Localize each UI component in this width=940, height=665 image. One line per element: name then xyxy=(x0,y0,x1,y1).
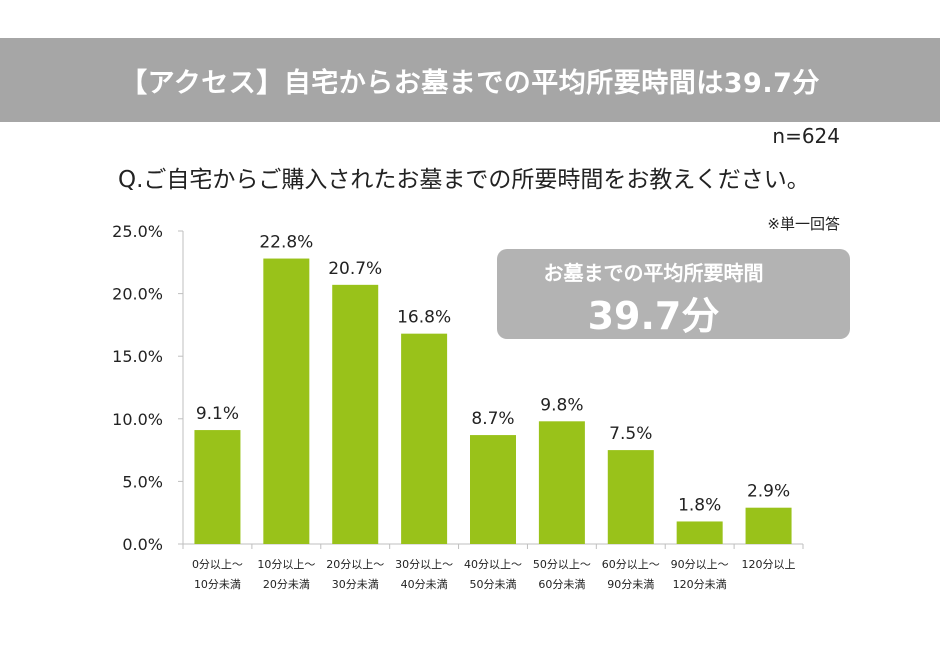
data-label: 20.7% xyxy=(328,259,382,279)
data-label: 7.5% xyxy=(609,424,652,444)
data-label: 22.8% xyxy=(259,233,313,253)
x-category-label: 20分未満 xyxy=(263,578,310,591)
x-category-label: 120分未満 xyxy=(673,578,727,591)
y-tick-label: 15.0% xyxy=(112,347,163,366)
y-tick-label: 5.0% xyxy=(122,472,163,491)
x-category-label: 90分以上～ xyxy=(671,558,729,571)
x-category-label: 120分以上 xyxy=(742,558,796,571)
x-category-label: 60分未満 xyxy=(538,578,585,591)
y-tick-label: 0.0% xyxy=(122,535,163,554)
bar xyxy=(194,430,241,544)
x-category-label: 50分未満 xyxy=(470,578,517,591)
page-title-banner: 【アクセス】自宅からお墓までの平均所要時間は39.7分 xyxy=(0,38,940,122)
y-tick-label: 25.0% xyxy=(112,222,163,241)
bar xyxy=(745,507,792,544)
x-category-label: 90分未満 xyxy=(607,578,654,591)
callout-value: 39.7分 xyxy=(587,294,720,338)
x-category-label: 60分以上～ xyxy=(602,558,660,571)
bar xyxy=(607,450,654,544)
callout-label: お墓までの平均所要時間 xyxy=(543,261,764,285)
x-category-label: 10分以上～ xyxy=(257,558,315,571)
x-category-label: 10分未満 xyxy=(194,578,241,591)
data-label: 9.8% xyxy=(540,395,583,415)
x-category-label: 40分未満 xyxy=(401,578,448,591)
data-label: 2.9% xyxy=(747,482,790,502)
data-label: 9.1% xyxy=(196,404,239,424)
data-label: 8.7% xyxy=(471,409,514,429)
page-title: 【アクセス】自宅からお墓までの平均所要時間は39.7分 xyxy=(120,67,820,99)
x-category-label: 40分以上～ xyxy=(464,558,522,571)
bar xyxy=(538,421,585,544)
answer-type-note: ※単一回答 xyxy=(767,215,840,233)
bar xyxy=(676,521,723,544)
bar xyxy=(470,435,516,544)
data-label: 16.8% xyxy=(397,308,451,328)
x-category-label: 30分以上～ xyxy=(395,558,453,571)
bar xyxy=(401,333,448,544)
bar xyxy=(332,284,379,544)
sample-size: n=624 xyxy=(772,124,840,148)
average-time-callout: お墓までの平均所要時間 39.7分 xyxy=(497,249,850,339)
y-tick-label: 20.0% xyxy=(112,285,163,304)
bar xyxy=(263,258,310,544)
data-label: 1.8% xyxy=(678,495,721,515)
survey-question: Q.ご自宅からご購入されたお墓までの所要時間をお教えください。 xyxy=(118,167,810,193)
x-category-label: 20分以上～ xyxy=(326,558,384,571)
x-category-label: 30分未満 xyxy=(332,578,379,591)
x-category-label: 0分以上～ xyxy=(192,558,243,571)
x-category-label: 50分以上～ xyxy=(533,558,591,571)
y-tick-label: 10.0% xyxy=(112,410,163,429)
